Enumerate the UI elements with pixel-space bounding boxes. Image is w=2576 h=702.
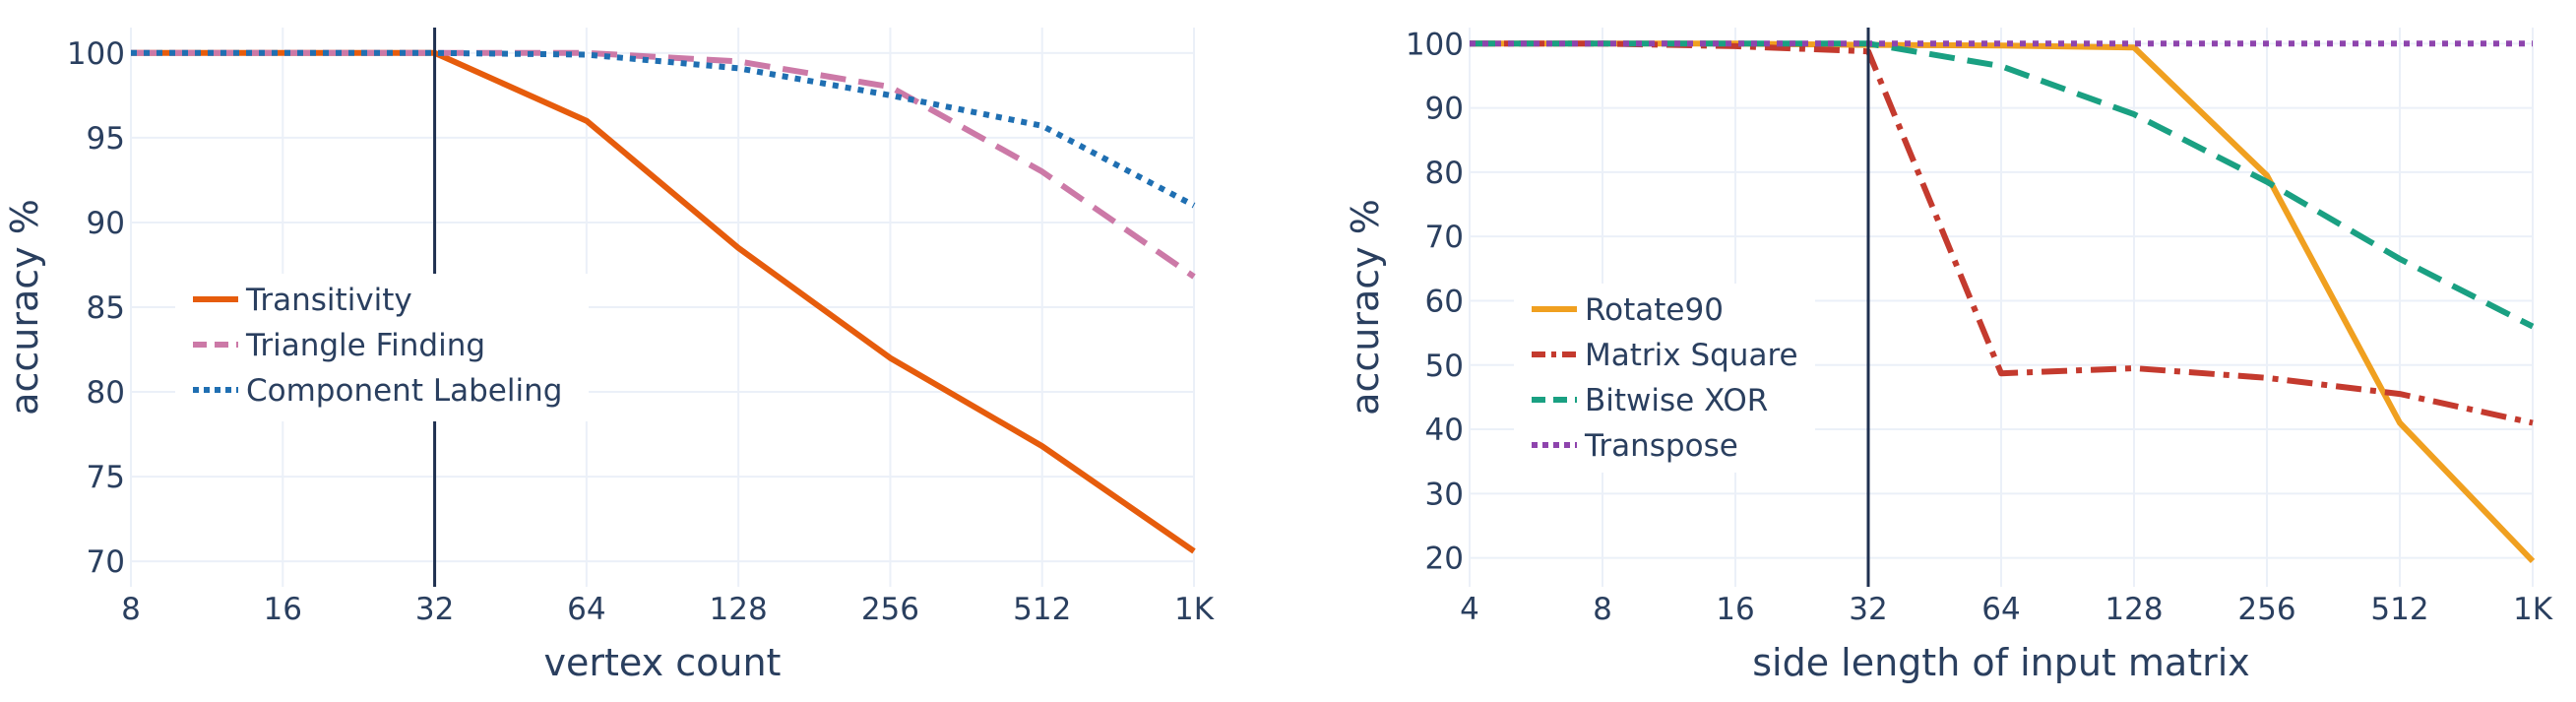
x-axis-title: vertex count <box>544 641 782 684</box>
y-tick-label: 85 <box>87 290 125 326</box>
y-tick-label: 80 <box>1425 156 1464 191</box>
x-tick-label: 16 <box>264 592 302 627</box>
legend: Rotate90 Matrix Square Bitwise XOR Transpos… <box>1514 284 1815 473</box>
x-tick-label: 8 <box>1593 592 1612 627</box>
legend-label: Transitivity <box>245 283 412 318</box>
y-tick-label: 90 <box>87 206 125 241</box>
x-tick-label: 4 <box>1460 592 1479 627</box>
legend-label: Transpose <box>1584 428 1738 464</box>
y-tick-label: 30 <box>1425 477 1464 512</box>
x-tick-label: 32 <box>415 592 454 627</box>
x-tick-label: 64 <box>567 592 605 627</box>
series-line-2 <box>1470 40 2534 426</box>
x-axis-title: side length of input matrix <box>1752 641 2250 684</box>
legend-background <box>175 274 589 421</box>
series-line-2 <box>131 49 1196 280</box>
y-tick-label: 75 <box>87 460 125 495</box>
legend-label: Matrix Square <box>1585 338 1798 373</box>
legend-label: Triangle Finding <box>245 328 485 363</box>
chart-1: 8 16 32 64 128 256 512 1K 70 75 80 85 90 95 100 Transit… <box>3 28 1215 684</box>
legend: Transitivity Triangle Finding Component La… <box>175 274 589 421</box>
x-tick-label: 256 <box>2237 592 2295 627</box>
y-tick-label: 20 <box>1425 542 1464 577</box>
y-tick-label: 70 <box>87 544 125 580</box>
x-tick-label: 1K <box>2513 592 2553 627</box>
y-tick-label: 60 <box>1425 284 1464 319</box>
y-tick-label: 40 <box>1425 413 1464 448</box>
x-tick-label: 1K <box>1174 592 1215 627</box>
x-tick-label: 8 <box>121 592 141 627</box>
legend-background <box>1514 284 1815 473</box>
x-tick-label: 512 <box>2370 592 2428 627</box>
legend-label: Rotate90 <box>1585 292 1724 328</box>
y-tick-label: 95 <box>87 121 125 157</box>
y-axis-title: accuracy % <box>1344 199 1387 415</box>
y-tick-label: 80 <box>87 375 125 411</box>
x-tick-label: 128 <box>710 592 768 627</box>
y-tick-label: 50 <box>1425 349 1464 384</box>
x-tick-label: 16 <box>1716 592 1754 627</box>
series-line-3 <box>1470 40 2535 330</box>
x-tick-label: 512 <box>1013 592 1071 627</box>
y-axis-title: accuracy % <box>3 199 46 415</box>
y-tick-label: 70 <box>1425 220 1464 255</box>
x-tick-label: 32 <box>1849 592 1887 627</box>
legend-label: Component Labeling <box>246 373 562 409</box>
x-tick-label: 64 <box>1981 592 2020 627</box>
y-tick-label: 90 <box>1425 92 1464 127</box>
x-tick-label: 256 <box>861 592 919 627</box>
y-tick-label: 100 <box>1406 27 1464 62</box>
legend-label: Bitwise XOR <box>1585 383 1768 418</box>
y-tick-label: 100 <box>67 36 125 72</box>
x-tick-label: 128 <box>2105 592 2163 627</box>
chart-2: 4 8 16 32 64 128 256 512 1K 20 30 40 50 60 70 80 90 100 Ro… <box>1344 27 2553 684</box>
